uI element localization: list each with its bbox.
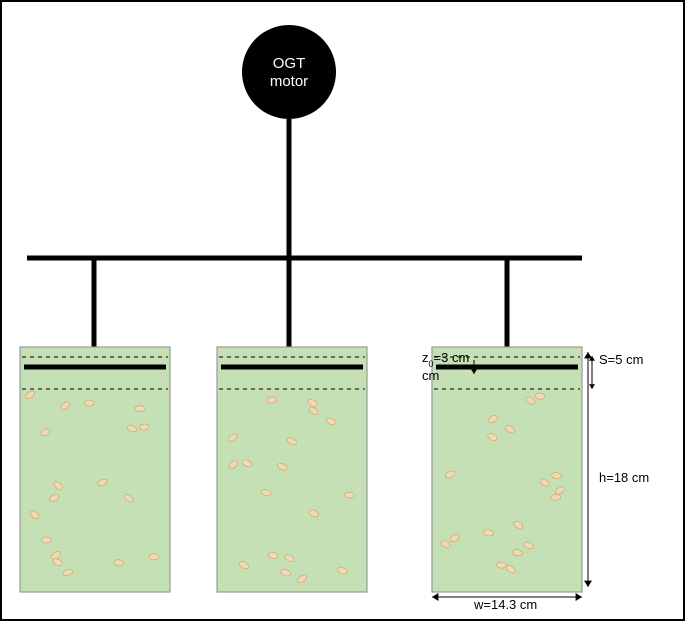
z0-cm-label: cm — [422, 368, 439, 383]
sediment-speckle — [139, 424, 149, 431]
diagram-canvas: OGTmotorz0=3 cmcmS=5 cmh=18 cmw=14.3 cm — [0, 0, 685, 621]
vessel-body — [432, 347, 582, 592]
motor-label-line2: motor — [270, 73, 308, 90]
w-label: w=14.3 cm — [473, 597, 537, 612]
vessel-body — [20, 347, 170, 592]
sediment-speckle — [266, 397, 276, 404]
s-label: S=5 cm — [599, 352, 643, 367]
vessel — [217, 347, 367, 592]
sediment-speckle — [551, 494, 561, 501]
sediment-speckle — [149, 554, 159, 561]
diagram-svg: OGTmotorz0=3 cmcmS=5 cmh=18 cmw=14.3 cm — [2, 2, 685, 623]
motor-circle — [242, 25, 336, 119]
sediment-speckle — [344, 492, 354, 499]
h-label: h=18 cm — [599, 470, 649, 485]
sediment-speckle — [84, 400, 94, 406]
vessel — [20, 347, 170, 592]
sediment-speckle — [135, 406, 145, 412]
vessel — [432, 347, 582, 592]
sediment-speckle — [496, 562, 507, 569]
vessel-body — [217, 347, 367, 592]
sediment-speckle — [42, 537, 52, 543]
sediment-speckle — [114, 559, 125, 566]
motor-label-line1: OGT — [273, 55, 306, 72]
